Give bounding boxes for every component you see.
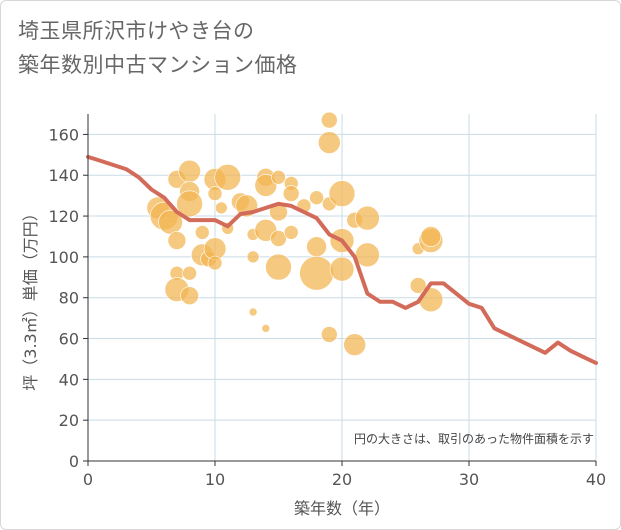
bubble-point[interactable]: [215, 201, 228, 215]
y-tick-label: 100: [48, 248, 79, 267]
bubble-point[interactable]: [180, 286, 199, 305]
bubble-size-note: 円の大きさは、取引のあった物件面積を示す: [354, 431, 594, 446]
bubble-point[interactable]: [355, 205, 380, 231]
bubble-point[interactable]: [178, 159, 201, 183]
x-tick-label: 10: [205, 470, 225, 489]
bubble-point[interactable]: [195, 225, 210, 240]
x-tick-label: 0: [83, 470, 93, 489]
y-axis-label: 坪（3.3㎡）単価（万円）: [21, 205, 40, 390]
x-tick-label: 30: [459, 470, 479, 489]
x-tick-label: 20: [332, 470, 352, 489]
bubble-point[interactable]: [254, 174, 278, 197]
bubble-point[interactable]: [328, 180, 356, 207]
bubble-point[interactable]: [320, 111, 338, 129]
bubble-point[interactable]: [167, 231, 187, 250]
y-tick-label: 60: [59, 330, 79, 349]
bubble-point[interactable]: [248, 307, 258, 317]
tick-labels: 0 20 40 60 80 100 120 140 160 0 10 20 30 40: [48, 125, 606, 489]
bubble-point[interactable]: [182, 265, 197, 281]
y-tick-label: 40: [59, 370, 79, 389]
y-tick-label: 140: [48, 166, 79, 185]
average-price-line: [86, 154, 598, 365]
chart-title: 埼玉県所沢市けやき台の 築年数別中古マンション価格: [18, 14, 298, 82]
y-tick-label: 160: [48, 125, 79, 144]
bubble-point[interactable]: [282, 185, 300, 202]
y-tick-label: 20: [59, 411, 79, 430]
bubble-point[interactable]: [343, 333, 367, 356]
bubble-point[interactable]: [261, 324, 271, 333]
y-tick-label: 80: [59, 289, 79, 308]
bubble-point[interactable]: [299, 255, 334, 291]
bubble-point[interactable]: [320, 326, 338, 343]
y-tick-label: 0: [69, 452, 79, 471]
bubble-point[interactable]: [317, 131, 341, 154]
y-tick-label: 120: [48, 207, 79, 226]
bubble-point[interactable]: [420, 226, 442, 247]
bubble-point[interactable]: [306, 236, 327, 257]
bubble-point[interactable]: [329, 256, 355, 282]
bubble-point[interactable]: [207, 186, 223, 201]
grid-lines: [87, 114, 597, 462]
bubble-point[interactable]: [271, 169, 286, 185]
bubble-point[interactable]: [214, 163, 241, 191]
bubble-point[interactable]: [176, 190, 203, 218]
chart-title-line-1: 埼玉県所沢市けやき台の: [18, 19, 255, 43]
bubble-point[interactable]: [246, 250, 260, 264]
bubble-point[interactable]: [270, 230, 287, 247]
chart-title-line-2: 築年数別中古マンション価格: [18, 53, 298, 77]
bubble-point[interactable]: [265, 253, 292, 281]
bubble-point[interactable]: [409, 277, 427, 294]
bubble-point[interactable]: [207, 255, 223, 271]
bubble-point[interactable]: [309, 190, 324, 205]
bubble-point[interactable]: [418, 287, 444, 313]
bubble-point[interactable]: [283, 225, 299, 240]
trend-line-layer: [86, 154, 598, 365]
x-axis-label: 築年数（年）: [294, 499, 390, 518]
bubble-layer: [146, 111, 444, 356]
x-tick-label: 40: [586, 470, 606, 489]
